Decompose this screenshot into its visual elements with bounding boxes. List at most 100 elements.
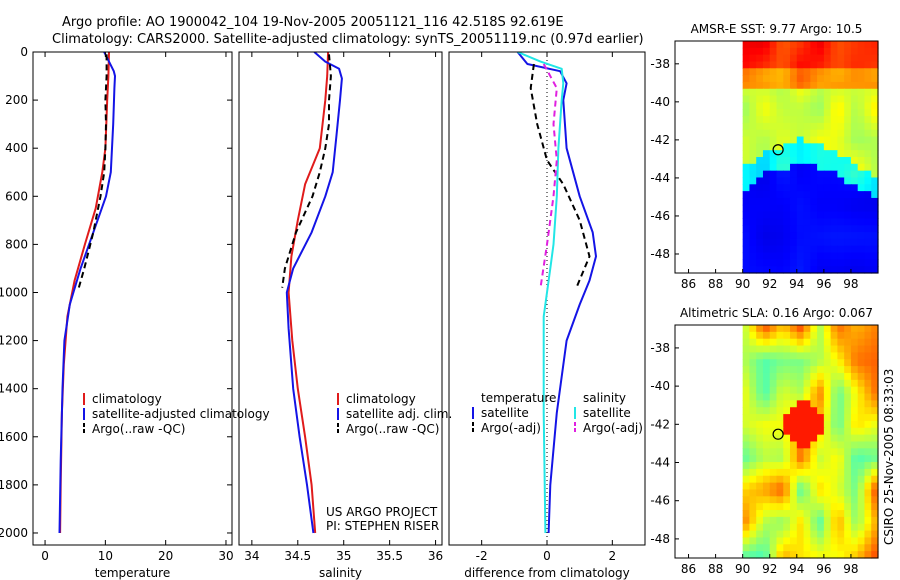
sla-map-ytick-label-2: -42 xyxy=(650,417,670,431)
sst-map-cell-18-15 xyxy=(844,163,852,172)
sla-map-cell-17-18 xyxy=(864,441,872,449)
sst-map-cell-16-14 xyxy=(837,150,845,158)
difference-series-2-line xyxy=(517,52,565,534)
sla-map-cell-23-19 xyxy=(871,482,879,491)
sst-map-cell-27-9 xyxy=(803,225,811,233)
sst-map-cell-2-11 xyxy=(817,54,825,63)
sst-map-cell-29-0 xyxy=(742,238,751,247)
sla-map-cell-21-8 xyxy=(796,468,805,477)
sst-map-cell-8-19 xyxy=(871,95,879,104)
sst-map-cell-29-18 xyxy=(864,238,872,247)
sst-map-cell-20-8 xyxy=(796,177,805,185)
sla-map-cell-12-1 xyxy=(749,407,757,415)
sst-map-cell-31-10 xyxy=(810,252,818,260)
sla-map-cell-6-9 xyxy=(803,366,811,374)
sla-map-cell-11-7 xyxy=(790,400,798,408)
sla-map-cell-18-7 xyxy=(790,448,798,456)
sla-map-cell-13-19 xyxy=(871,414,879,422)
sla-map-cell-10-14 xyxy=(837,393,845,401)
sla-map-cell-31-11 xyxy=(817,537,825,545)
sst-map-cell-33-19 xyxy=(871,266,879,274)
sst-map-cell-33-16 xyxy=(850,266,859,274)
sst-map-cell-13-15 xyxy=(844,129,852,138)
sla-map-cell-15-2 xyxy=(756,427,764,436)
sla-map-cell-22-1 xyxy=(749,475,757,484)
sla-map-cell-19-19 xyxy=(871,455,879,463)
sst-map-cell-28-7 xyxy=(790,232,798,240)
sla-map-cell-31-12 xyxy=(823,537,832,545)
sst-map-cell-24-2 xyxy=(756,204,764,213)
sst-map-cell-12-9 xyxy=(803,122,811,131)
sst-map-cell-13-19 xyxy=(871,129,879,138)
sla-map-cell-26-19 xyxy=(871,503,879,511)
sst-map-cell-4-18 xyxy=(864,68,872,76)
sst-map-cell-20-18 xyxy=(864,177,872,185)
sst-map-cell-4-19 xyxy=(871,68,879,76)
sla-map-cell-13-10 xyxy=(810,414,818,422)
sst-map-cell-30-2 xyxy=(756,245,764,254)
sst-map-cell-10-1 xyxy=(749,109,757,117)
sst-map-cell-3-10 xyxy=(810,61,818,69)
sst-map-cell-24-19 xyxy=(871,204,879,213)
sla-map-cell-20-13 xyxy=(830,462,838,470)
sst-map-cell-16-6 xyxy=(783,150,791,158)
sst-map-cell-5-4 xyxy=(769,75,778,83)
sla-map-cell-32-12 xyxy=(823,544,832,552)
sla-map-cell-9-4 xyxy=(769,386,778,395)
sla-map-cell-30-12 xyxy=(823,530,832,539)
sla-map-cell-23-1 xyxy=(749,482,757,491)
salinity-series-group xyxy=(281,52,343,534)
sla-map-cell-17-10 xyxy=(810,441,818,449)
sst-map-cell-19-8 xyxy=(796,170,805,179)
sla-map-cell-14-16 xyxy=(850,420,859,429)
sla-map-cell-33-15 xyxy=(844,551,852,559)
sst-map-cell-19-19 xyxy=(871,170,879,179)
sla-map-cell-12-14 xyxy=(837,407,845,415)
sst-map-cell-9-0 xyxy=(742,102,751,110)
sla-map-cell-10-0 xyxy=(742,393,751,401)
sst-map-cell-17-8 xyxy=(796,157,805,165)
sst-map-cell-16-16 xyxy=(850,150,859,158)
sla-map-cell-33-5 xyxy=(776,551,784,559)
sst-map-cell-26-12 xyxy=(823,218,832,226)
sst-map-cell-9-8 xyxy=(796,102,805,110)
sst-map-cell-3-11 xyxy=(817,61,825,69)
temperature-series-group xyxy=(58,52,116,534)
sst-map-cell-32-16 xyxy=(850,259,859,267)
sst-map-cell-27-12 xyxy=(823,225,832,233)
sla-map-cell-25-12 xyxy=(823,496,832,504)
sla-map-cell-29-5 xyxy=(776,523,784,532)
sst-map-cell-10-8 xyxy=(796,109,805,117)
sst-map-cell-13-0 xyxy=(742,129,751,138)
sla-map-cell-23-8 xyxy=(796,482,805,491)
sst-map-cell-27-3 xyxy=(762,225,771,233)
sst-map-cell-21-11 xyxy=(817,184,825,192)
sla-map-cell-6-6 xyxy=(783,366,791,374)
sla-map-cell-24-7 xyxy=(790,489,798,497)
sst-map-cell-18-19 xyxy=(871,163,879,172)
sst-map-cell-18-3 xyxy=(762,163,771,172)
sst-map-cell-5-1 xyxy=(749,75,757,83)
sla-map-cell-1-2 xyxy=(756,331,764,340)
sst-map-cell-24-3 xyxy=(762,204,771,213)
salinity-series-0-line xyxy=(287,52,330,534)
sst-map-cell-30-1 xyxy=(749,245,757,254)
sst-map-cell-8-16 xyxy=(850,95,859,104)
sst-map-cell-0-2 xyxy=(756,41,764,49)
sla-map-cell-0-7 xyxy=(790,325,798,333)
sla-map-cell-32-9 xyxy=(803,544,811,552)
sst-map-cell-17-6 xyxy=(783,157,791,165)
sst-map-cell-32-7 xyxy=(790,259,798,267)
sst-map-cell-19-16 xyxy=(850,170,859,179)
sst-map-cell-30-14 xyxy=(837,245,845,254)
sst-map-cell-2-3 xyxy=(762,54,771,63)
sst-map-cell-22-8 xyxy=(796,191,805,199)
sla-map-cell-2-4 xyxy=(769,338,778,347)
sst-map-cell-26-10 xyxy=(810,218,818,226)
sst-map-cell-24-4 xyxy=(769,204,778,213)
sla-map-cell-6-12 xyxy=(823,366,832,374)
sst-map-cell-9-10 xyxy=(810,102,818,110)
sla-map-cell-20-17 xyxy=(857,462,866,470)
salinity-xtick-label-2: 35 xyxy=(336,549,351,563)
sla-map-cell-16-12 xyxy=(823,434,832,443)
